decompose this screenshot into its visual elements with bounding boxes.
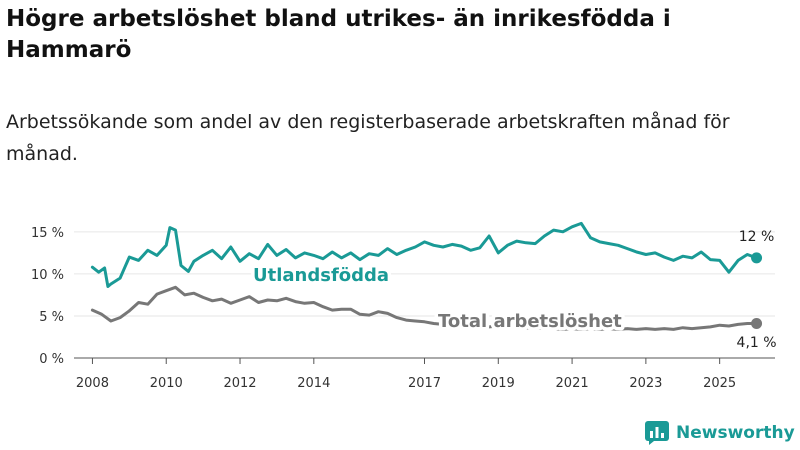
x-tick-label: 2012	[223, 376, 256, 391]
x-tick-label: 2014	[297, 376, 330, 391]
series-label-total-halo: Total arbetslöshet	[438, 311, 622, 332]
x-tick-label: 2010	[150, 376, 183, 391]
series-line-foreign	[90, 221, 759, 288]
x-tick-label: 2008	[76, 376, 109, 391]
y-tick-label: 10 %	[31, 268, 64, 283]
series-label-total: Total arbetslöshet	[438, 311, 622, 332]
x-tick-label: 2023	[629, 376, 662, 391]
x-tick-label: 2017	[408, 376, 441, 391]
endpoint-total	[751, 318, 763, 330]
x-tick-label: 2021	[556, 376, 589, 391]
x-tick-label: 2019	[482, 376, 515, 391]
end-label-total: 4,1 %	[737, 335, 777, 351]
brand-logo: Newsworthy	[644, 420, 795, 446]
series-label-foreign-halo: Utlandsfödda	[253, 265, 389, 286]
chart-subtitle: Arbetssökande som andel av den registerb…	[6, 111, 730, 165]
y-tick-label: 5 %	[39, 310, 64, 325]
end-label-foreign: 12 %	[739, 229, 775, 245]
y-tick-label: 0 %	[39, 352, 64, 367]
brand-name: Newsworthy	[676, 423, 795, 443]
y-tick-label: 15 %	[31, 226, 64, 241]
chart-title: Högre arbetslöshet bland utrikes- än inr…	[6, 6, 671, 63]
series-line-total	[90, 285, 759, 331]
endpoint-foreign	[751, 252, 763, 264]
newsworthy-logo-icon	[645, 421, 669, 445]
series-label-foreign: Utlandsfödda	[253, 265, 389, 286]
x-tick-label: 2025	[703, 376, 736, 391]
